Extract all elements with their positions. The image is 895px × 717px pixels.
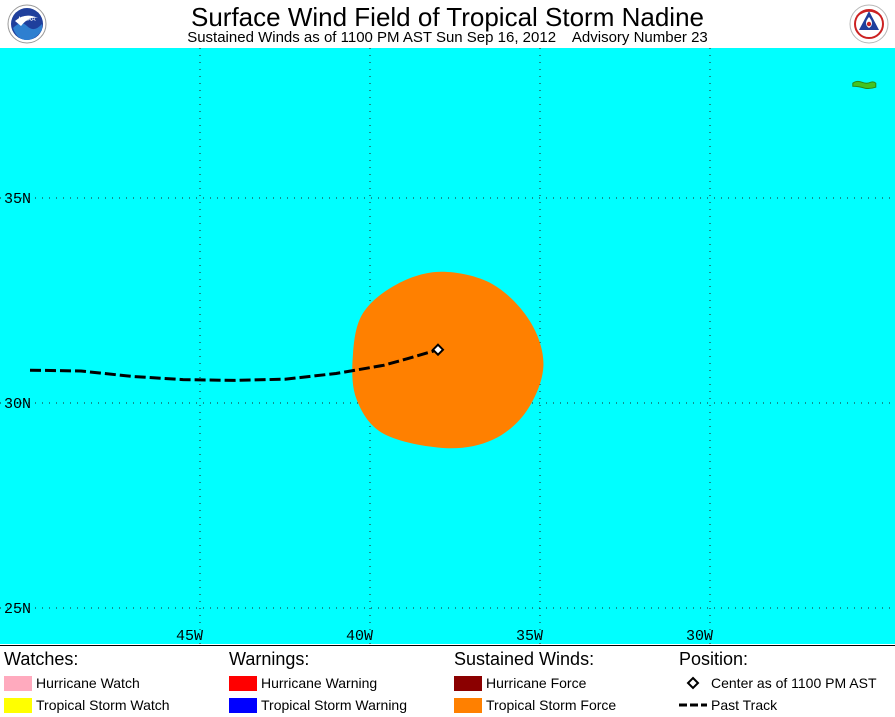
legend-label: Past Track [711, 697, 778, 713]
legend-heading-warnings: Warnings: [229, 649, 310, 669]
diamond-icon [686, 676, 700, 690]
legend-warnings: Warnings: Hurricane Warning Tropical Sto… [229, 648, 407, 716]
legend-label: Center as of 1100 PM AST [711, 675, 877, 691]
legend-label: Tropical Storm Warning [261, 697, 408, 713]
legend-item-center: Center as of 1100 PM AST [679, 672, 877, 694]
hurricane-watch-swatch [4, 676, 32, 691]
legend-watches: Watches: Hurricane Watch Tropical Storm … [4, 648, 170, 716]
legend-label: Tropical Storm Watch [36, 697, 170, 713]
svg-text:NOAA: NOAA [18, 17, 35, 23]
tropical-storm-warning-swatch [229, 698, 257, 713]
latitude-label: 30N [4, 396, 31, 413]
longitude-label: 40W [346, 628, 373, 644]
past-track-line [29, 348, 439, 382]
longitude-label: 35W [516, 628, 543, 644]
dashed-line-icon [679, 703, 707, 707]
tropical-storm-force-swatch [454, 698, 482, 713]
legend: Watches: Hurricane Watch Tropical Storm … [0, 645, 895, 717]
nws-logo-icon [849, 4, 889, 44]
hurricane-force-swatch [454, 676, 482, 691]
legend-item-past-track: Past Track [679, 694, 777, 716]
legend-item-tropical-storm-force: Tropical Storm Force [454, 694, 616, 716]
legend-label: Hurricane Force [486, 675, 587, 691]
legend-position: Position: Center as of 1100 PM AST Past … [679, 648, 877, 716]
azores-island [852, 80, 877, 90]
noaa-logo-icon: NOAA [7, 4, 47, 44]
wind-field-map: 35N 30N 25N 45W 40W 35W 30W [0, 48, 895, 644]
legend-heading-position: Position: [679, 649, 749, 669]
legend-heading-watches: Watches: [4, 649, 79, 669]
legend-item-hurricane-warning: Hurricane Warning [229, 672, 377, 694]
legend-item-tropical-storm-warning: Tropical Storm Warning [229, 694, 407, 716]
map-subtitle: Sustained Winds as of 1100 PM AST Sun Se… [187, 29, 708, 46]
latitude-labels: 35N 30N 25N [4, 191, 31, 618]
longitude-label: 45W [176, 628, 203, 644]
hurricane-warning-swatch [229, 676, 257, 691]
legend-item-hurricane-watch: Hurricane Watch [4, 672, 140, 694]
legend-heading-sustained-winds: Sustained Winds: [454, 649, 595, 669]
legend-item-tropical-storm-watch: Tropical Storm Watch [4, 694, 170, 716]
tropical-storm-wind-field [352, 271, 544, 449]
latitude-label: 35N [4, 191, 31, 208]
header: NOAA Surface Wind Field of Tropical Stor… [0, 0, 895, 48]
legend-label: Hurricane Watch [36, 675, 140, 691]
legend-label: Hurricane Warning [261, 675, 378, 691]
longitude-label: 30W [686, 628, 713, 644]
legend-sustained-winds: Sustained Winds: Hurricane Force Tropica… [454, 648, 616, 716]
map-title: Surface Wind Field of Tropical Storm Nad… [191, 2, 704, 32]
legend-label: Tropical Storm Force [486, 697, 617, 713]
longitude-labels: 45W 40W 35W 30W [176, 628, 713, 644]
tropical-storm-watch-swatch [4, 698, 32, 713]
latitude-label: 25N [4, 601, 31, 618]
storm-center-marker[interactable] [431, 343, 445, 357]
legend-item-hurricane-force: Hurricane Force [454, 672, 594, 694]
